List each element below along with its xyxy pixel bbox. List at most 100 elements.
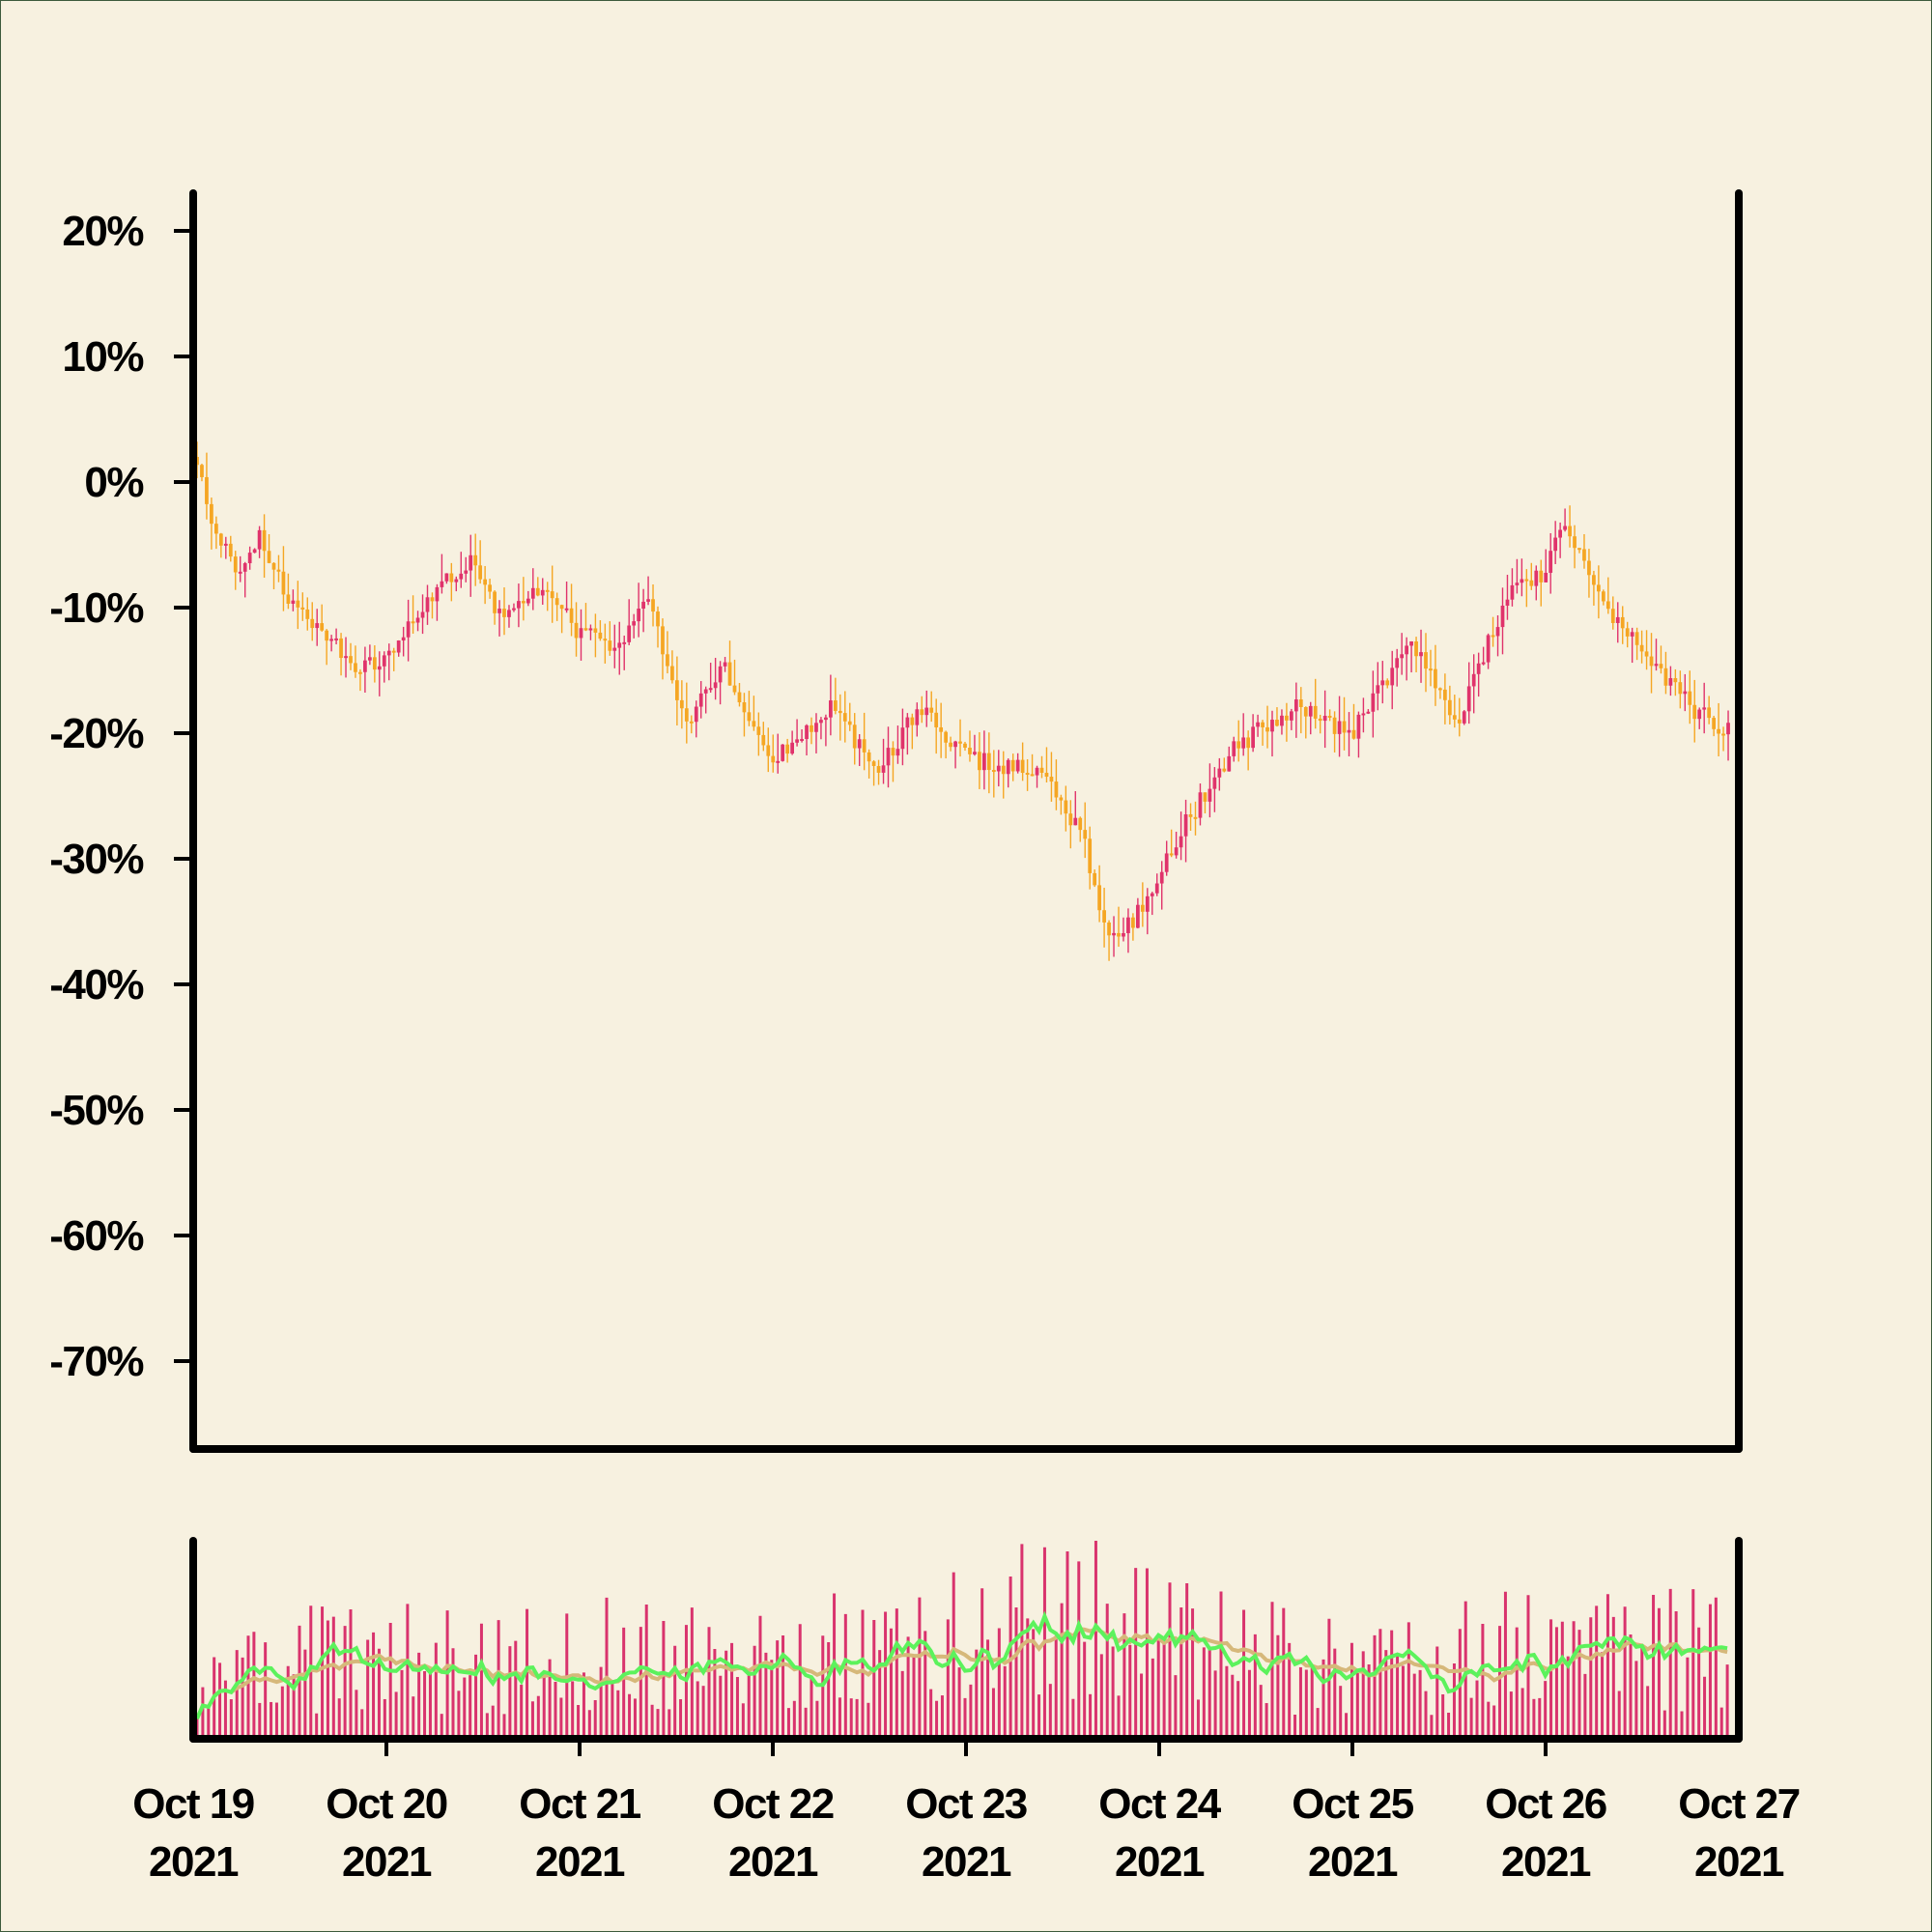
candle-body	[444, 573, 449, 582]
volume-ma-slow	[195, 1626, 1728, 1719]
candle-body	[891, 748, 895, 756]
candle-body	[1573, 536, 1577, 549]
candle-body	[1347, 729, 1351, 733]
candle-body	[666, 654, 669, 667]
candle-body	[708, 688, 713, 691]
y-tick-label: -70%	[49, 1338, 143, 1385]
candle-body	[876, 765, 881, 773]
candle-body	[1136, 904, 1140, 928]
candle-body	[776, 760, 781, 763]
candle-body	[852, 724, 857, 749]
candle-body	[517, 601, 521, 609]
candle-body	[252, 549, 257, 554]
candle-body	[1112, 932, 1116, 936]
candle-body	[1376, 685, 1380, 694]
candle-body	[824, 717, 828, 721]
candle-body	[838, 710, 842, 714]
candle-body	[1107, 922, 1111, 936]
candle-body	[1471, 673, 1476, 687]
candle-body	[1126, 917, 1130, 934]
candle-body	[944, 731, 948, 743]
candle-body	[483, 579, 487, 585]
candle-body	[819, 720, 823, 724]
candle-body	[1721, 733, 1725, 736]
candle-body	[1203, 792, 1208, 802]
candle-body	[310, 618, 315, 629]
candle-body	[958, 741, 962, 744]
x-tick-label-date: Oct 27	[1678, 1780, 1800, 1828]
candle-body	[747, 712, 752, 722]
candle-body	[1414, 641, 1418, 657]
candle-body	[349, 656, 353, 664]
candle-body	[1222, 768, 1227, 772]
candle-body	[1159, 871, 1164, 884]
candle-body	[1409, 641, 1413, 646]
candle-body	[276, 569, 281, 572]
candle-body	[1154, 883, 1159, 894]
candle-body	[1634, 632, 1639, 645]
candle-body	[1208, 788, 1212, 802]
candle-body	[1481, 662, 1486, 665]
x-tick-label-year: 2021	[922, 1838, 1011, 1886]
candle-body	[1025, 773, 1030, 776]
candle-body	[382, 655, 386, 667]
candle-body	[881, 765, 886, 773]
y-tick-label: -20%	[49, 710, 143, 757]
candle-body	[949, 742, 952, 748]
candle-body	[1217, 768, 1222, 778]
candle-body	[1419, 652, 1423, 657]
candle-body	[1371, 693, 1376, 712]
x-tick-label-date: Oct 24	[1098, 1780, 1222, 1828]
candle-body	[1290, 711, 1293, 721]
candle-body	[296, 600, 300, 608]
candle-body	[718, 666, 723, 683]
candle-body	[325, 630, 329, 641]
candle-body	[339, 638, 343, 659]
candle-body	[1280, 715, 1284, 726]
candle-body	[1059, 797, 1064, 801]
candle-body	[228, 543, 233, 557]
candle-body	[1524, 579, 1529, 582]
candle-body	[857, 739, 862, 749]
candle-body	[1500, 605, 1505, 628]
candle-body	[459, 573, 464, 580]
candle-body	[1122, 933, 1125, 937]
candle-body	[1342, 721, 1347, 733]
candle-body	[1010, 759, 1015, 772]
candle-body	[608, 640, 612, 651]
candle-body	[291, 600, 296, 604]
candle-body	[1688, 691, 1692, 705]
candle-body	[703, 689, 708, 694]
candle-body	[1702, 707, 1707, 710]
candle-body	[502, 609, 506, 617]
candle-body	[1049, 777, 1054, 782]
candle-body	[661, 626, 665, 655]
candle-body	[805, 724, 809, 740]
candle-body	[1429, 668, 1433, 671]
x-tick-label-year: 2021	[342, 1838, 432, 1886]
candle-body	[440, 581, 444, 587]
x-tick-label-date: Oct 25	[1292, 1780, 1414, 1828]
candle-body	[406, 621, 411, 638]
candle-body	[372, 657, 377, 670]
y-tick-label: -10%	[49, 584, 143, 632]
candle-body	[1078, 817, 1083, 831]
candle-body	[574, 622, 579, 639]
candle-body	[1332, 717, 1337, 734]
candle-body	[862, 739, 867, 753]
candle-body	[689, 721, 694, 724]
candle-body	[1140, 904, 1145, 912]
candle-body	[795, 739, 799, 743]
candle-body	[247, 553, 252, 564]
x-tick-label-date: Oct 23	[905, 1780, 1027, 1828]
candle-body	[622, 641, 627, 644]
candle-body	[488, 584, 492, 592]
candle-body	[559, 605, 564, 610]
candle-body	[1241, 737, 1246, 749]
candle-body	[871, 761, 876, 766]
y-tick-label: 10%	[62, 333, 143, 381]
candle-body	[354, 663, 357, 672]
candle-body	[522, 601, 526, 604]
price-panel	[189, 189, 1743, 1453]
candle-body	[473, 554, 478, 566]
